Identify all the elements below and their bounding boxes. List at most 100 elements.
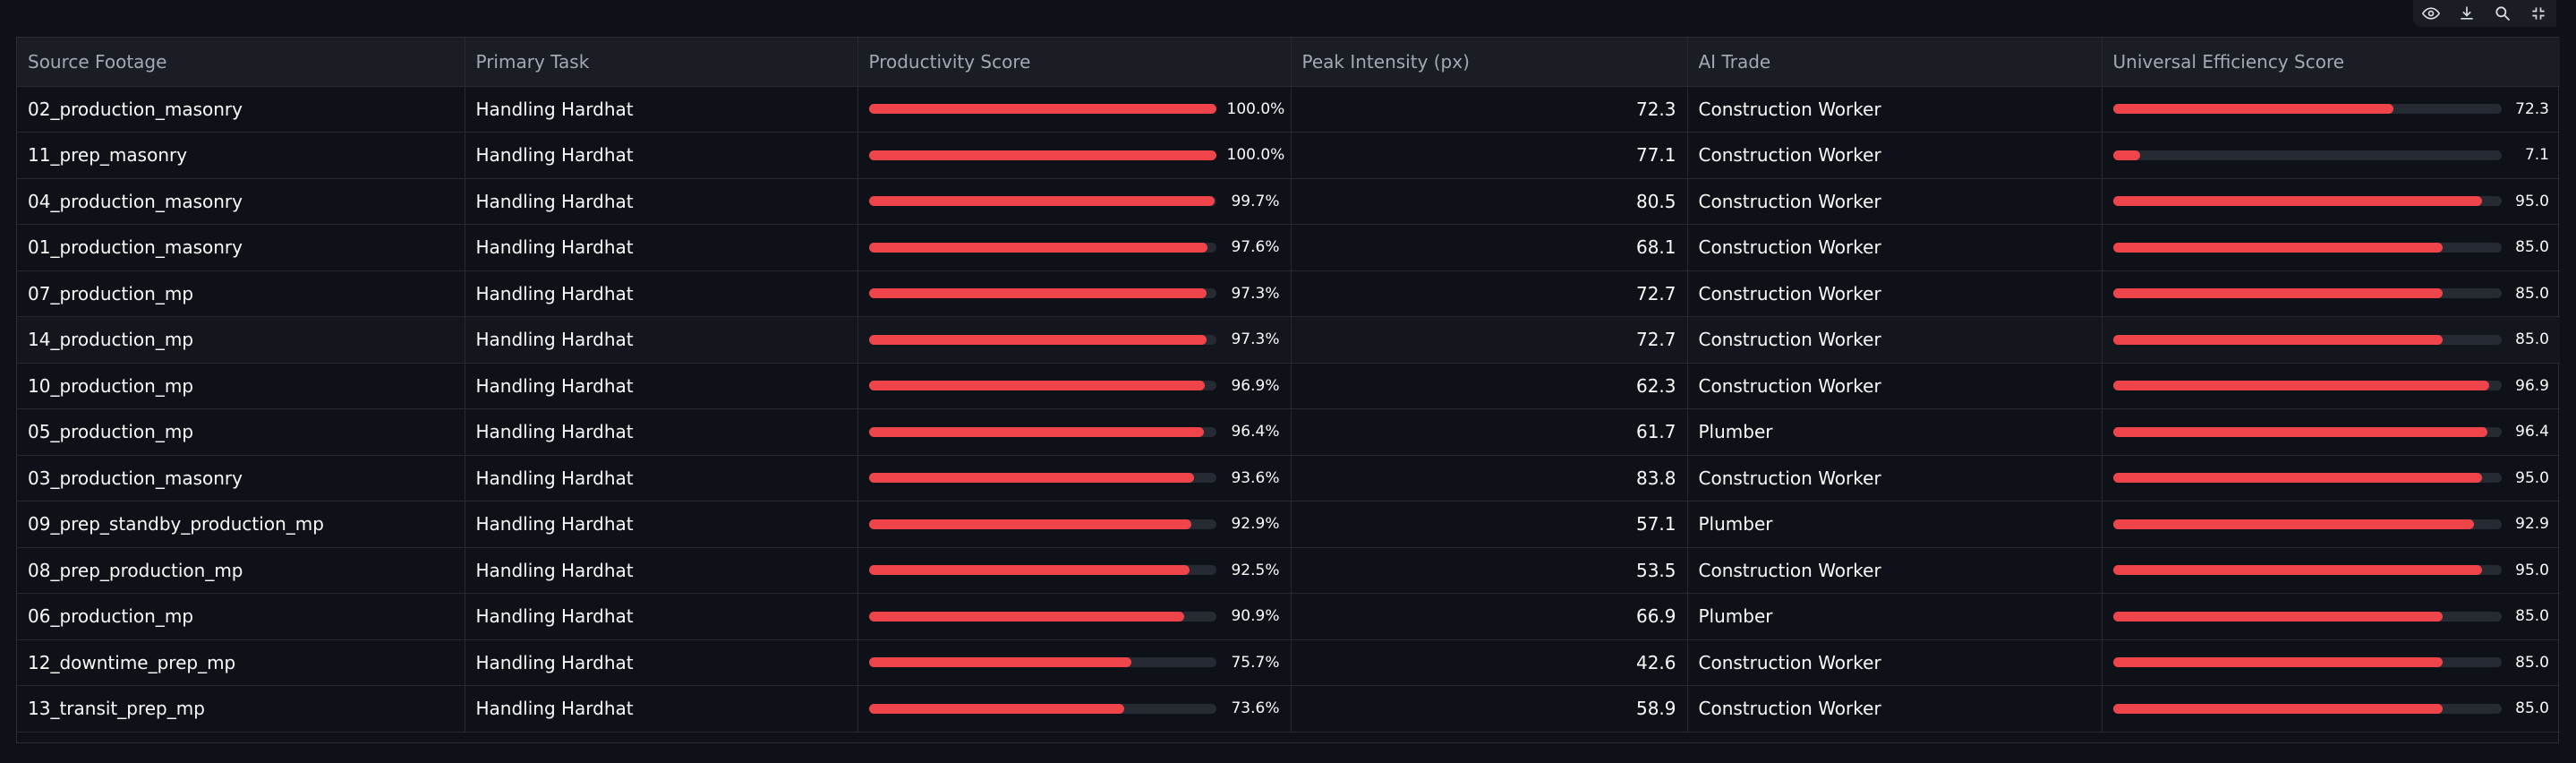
cell-ai-trade[interactable]: Plumber xyxy=(1687,593,2103,640)
cell-primary-task[interactable]: Handling Hardhat xyxy=(465,270,858,317)
cell-peak-intensity[interactable]: 72.7 xyxy=(1291,316,1688,364)
cell-productivity-score[interactable]: 100.0% xyxy=(857,132,1292,179)
cell-source-footage[interactable]: 03_production_masonry xyxy=(17,455,465,502)
cell-universal-efficiency-score[interactable]: 95.0 xyxy=(2102,547,2560,594)
cell-peak-intensity[interactable]: 72.7 xyxy=(1291,270,1688,317)
cell-peak-intensity[interactable]: 61.7 xyxy=(1291,408,1688,456)
cell-primary-task[interactable]: Handling Hardhat xyxy=(465,685,858,733)
cell-productivity-score[interactable]: 99.7% xyxy=(857,178,1292,225)
cell-peak-intensity[interactable]: 80.5 xyxy=(1291,178,1688,225)
cell-peak-intensity[interactable]: 42.6 xyxy=(1291,639,1688,686)
table-row[interactable]: 13_transit_prep_mp Handling Hardhat 73.6% 5… xyxy=(17,685,2560,733)
cell-primary-task[interactable]: Handling Hardhat xyxy=(465,224,858,271)
cell-productivity-score[interactable]: 96.9% xyxy=(857,363,1292,409)
cell-productivity-score[interactable]: 97.6% xyxy=(857,224,1292,271)
cell-universal-efficiency-score[interactable]: 85.0 xyxy=(2102,270,2560,317)
table-row[interactable]: 02_production_masonry Handling Hardhat 100… xyxy=(17,86,2560,133)
cell-productivity-score[interactable]: 96.4% xyxy=(857,408,1292,456)
table-row[interactable]: 05_production_mp Handling Hardhat 96.4% 61.… xyxy=(17,408,2560,456)
table-row[interactable]: 14_production_mp Handling Hardhat 97.3% 72.… xyxy=(17,316,2560,364)
column-header-primary-task[interactable]: Primary Task xyxy=(465,38,858,87)
cell-ai-trade[interactable]: Construction Worker xyxy=(1687,455,2103,502)
cell-ai-trade[interactable]: Construction Worker xyxy=(1687,547,2103,594)
cell-source-footage[interactable]: 08_prep_production_mp xyxy=(17,547,465,594)
cell-productivity-score[interactable]: 75.7% xyxy=(857,639,1292,686)
cell-primary-task[interactable]: Handling Hardhat xyxy=(465,455,858,502)
cell-universal-efficiency-score[interactable]: 85.0 xyxy=(2102,316,2560,364)
cell-primary-task[interactable]: Handling Hardhat xyxy=(465,593,858,640)
cell-primary-task[interactable]: Handling Hardhat xyxy=(465,639,858,686)
table-row[interactable]: 10_production_mp Handling Hardhat 96.9% 62.… xyxy=(17,363,2560,409)
cell-ai-trade[interactable]: Construction Worker xyxy=(1687,363,2103,409)
cell-source-footage[interactable]: 14_production_mp xyxy=(17,316,465,364)
cell-productivity-score[interactable]: 93.6% xyxy=(857,455,1292,502)
cell-productivity-score[interactable]: 90.9% xyxy=(857,593,1292,640)
cell-productivity-score[interactable]: 92.9% xyxy=(857,501,1292,548)
cell-ai-trade[interactable]: Construction Worker xyxy=(1687,178,2103,225)
cell-ai-trade[interactable]: Plumber xyxy=(1687,408,2103,456)
table-row[interactable]: 09_prep_standby_production_mp Handling Ha… xyxy=(17,501,2560,548)
cell-primary-task[interactable]: Handling Hardhat xyxy=(465,501,858,548)
column-header-productivity-score[interactable]: Productivity Score xyxy=(857,38,1292,87)
cell-ai-trade[interactable]: Plumber xyxy=(1687,501,2103,548)
cell-source-footage[interactable]: 04_production_masonry xyxy=(17,178,465,225)
cell-peak-intensity[interactable]: 83.8 xyxy=(1291,455,1688,502)
cell-peak-intensity[interactable]: 72.3 xyxy=(1291,86,1688,133)
cell-ai-trade[interactable]: Construction Worker xyxy=(1687,86,2103,133)
cell-source-footage[interactable]: 05_production_mp xyxy=(17,408,465,456)
cell-peak-intensity[interactable]: 68.1 xyxy=(1291,224,1688,271)
cell-source-footage[interactable]: 11_prep_masonry xyxy=(17,132,465,179)
column-header-ai-trade[interactable]: AI Trade xyxy=(1687,38,2103,87)
cell-primary-task[interactable]: Handling Hardhat xyxy=(465,316,858,364)
download-icon[interactable] xyxy=(2455,2,2478,25)
cell-source-footage[interactable]: 02_production_masonry xyxy=(17,86,465,133)
table-row[interactable]: 04_production_masonry Handling Hardhat 99.… xyxy=(17,178,2560,225)
cell-universal-efficiency-score[interactable]: 85.0 xyxy=(2102,639,2560,686)
column-header-universal-efficiency-score[interactable]: Universal Efficiency Score xyxy=(2102,38,2560,87)
cell-universal-efficiency-score[interactable]: 72.3 xyxy=(2102,86,2560,133)
cell-source-footage[interactable]: 07_production_mp xyxy=(17,270,465,317)
cell-primary-task[interactable]: Handling Hardhat xyxy=(465,132,858,179)
cell-peak-intensity[interactable]: 77.1 xyxy=(1291,132,1688,179)
table-row[interactable]: 12_downtime_prep_mp Handling Hardhat 75.7%… xyxy=(17,639,2560,686)
cell-universal-efficiency-score[interactable]: 85.0 xyxy=(2102,593,2560,640)
cell-productivity-score[interactable]: 92.5% xyxy=(857,547,1292,594)
cell-source-footage[interactable]: 06_production_mp xyxy=(17,593,465,640)
cell-source-footage[interactable]: 12_downtime_prep_mp xyxy=(17,639,465,686)
cell-source-footage[interactable]: 09_prep_standby_production_mp xyxy=(17,501,465,548)
cell-peak-intensity[interactable]: 53.5 xyxy=(1291,547,1688,594)
cell-productivity-score[interactable]: 73.6% xyxy=(857,685,1292,733)
cell-primary-task[interactable]: Handling Hardhat xyxy=(465,363,858,409)
cell-productivity-score[interactable]: 97.3% xyxy=(857,316,1292,364)
cell-primary-task[interactable]: Handling Hardhat xyxy=(465,86,858,133)
cell-ai-trade[interactable]: Construction Worker xyxy=(1687,270,2103,317)
cell-ai-trade[interactable]: Construction Worker xyxy=(1687,685,2103,733)
table-row[interactable]: 07_production_mp Handling Hardhat 97.3% 72.… xyxy=(17,270,2560,317)
column-header-peak-intensity[interactable]: Peak Intensity (px) xyxy=(1291,38,1688,87)
cell-ai-trade[interactable]: Construction Worker xyxy=(1687,132,2103,179)
table-row[interactable]: 11_prep_masonry Handling Hardhat 100.0% 77.… xyxy=(17,132,2560,179)
cell-source-footage[interactable]: 13_transit_prep_mp xyxy=(17,685,465,733)
cell-universal-efficiency-score[interactable]: 95.0 xyxy=(2102,455,2560,502)
table-row[interactable]: 08_prep_production_mp Handling Hardhat 92.… xyxy=(17,547,2560,594)
table-row[interactable]: 01_production_masonry Handling Hardhat 97.… xyxy=(17,224,2560,271)
cell-peak-intensity[interactable]: 62.3 xyxy=(1291,363,1688,409)
cell-universal-efficiency-score[interactable]: 7.1 xyxy=(2102,132,2560,179)
cell-universal-efficiency-score[interactable]: 85.0 xyxy=(2102,685,2560,733)
fullscreen-icon[interactable] xyxy=(2527,2,2550,25)
cell-universal-efficiency-score[interactable]: 95.0 xyxy=(2102,178,2560,225)
cell-source-footage[interactable]: 01_production_masonry xyxy=(17,224,465,271)
cell-universal-efficiency-score[interactable]: 92.9 xyxy=(2102,501,2560,548)
table-row[interactable]: 03_production_masonry Handling Hardhat 93.… xyxy=(17,455,2560,502)
cell-productivity-score[interactable]: 97.3% xyxy=(857,270,1292,317)
cell-source-footage[interactable]: 10_production_mp xyxy=(17,363,465,409)
column-header-source-footage[interactable]: Source Footage xyxy=(17,38,465,87)
cell-universal-efficiency-score[interactable]: 96.9 xyxy=(2102,363,2560,409)
cell-productivity-score[interactable]: 100.0% xyxy=(857,86,1292,133)
eye-icon[interactable] xyxy=(2419,2,2443,25)
cell-ai-trade[interactable]: Construction Worker xyxy=(1687,639,2103,686)
cell-ai-trade[interactable]: Construction Worker xyxy=(1687,224,2103,271)
cell-ai-trade[interactable]: Construction Worker xyxy=(1687,316,2103,364)
cell-peak-intensity[interactable]: 58.9 xyxy=(1291,685,1688,733)
table-row[interactable]: 06_production_mp Handling Hardhat 90.9% 66.… xyxy=(17,593,2560,640)
